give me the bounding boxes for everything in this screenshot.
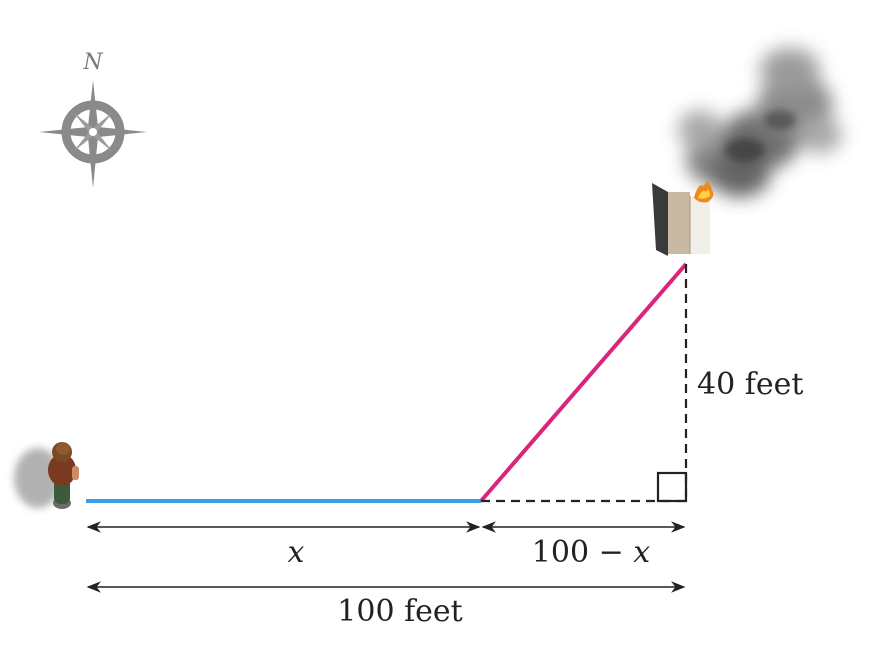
- remaining-label: 100 − x: [532, 535, 650, 570]
- person-icon: [14, 442, 79, 509]
- hypotenuse-line: [479, 262, 688, 503]
- height-label: 40 feet: [697, 367, 803, 402]
- x-label: x: [288, 535, 305, 570]
- compass-icon: [39, 80, 147, 188]
- compass-north-label: N: [82, 50, 103, 75]
- remaining-label-var: x: [633, 535, 650, 570]
- total-label: 100 feet: [337, 594, 462, 629]
- smoke-icon: [678, 48, 842, 197]
- right-angle-marker: [656, 471, 688, 503]
- burning-building-icon: [652, 181, 714, 256]
- remaining-label-prefix: 100 −: [532, 535, 633, 570]
